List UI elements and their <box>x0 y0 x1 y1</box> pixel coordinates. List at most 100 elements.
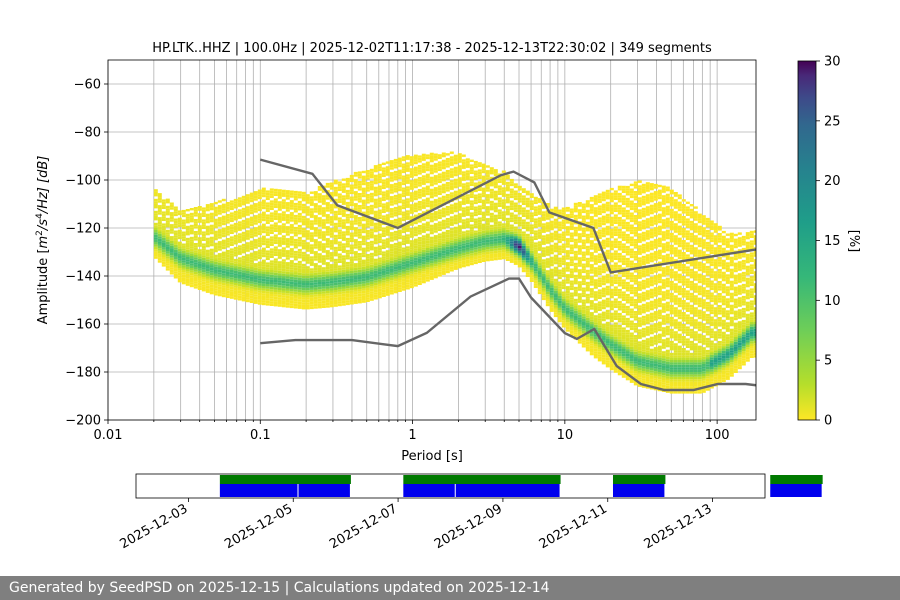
heatmap-cell <box>537 207 542 211</box>
heatmap-cell <box>577 322 582 325</box>
heatmap-cell <box>481 199 486 202</box>
heatmap-cell <box>489 227 494 230</box>
heatmap-cell <box>385 219 390 222</box>
heatmap-cell <box>589 247 594 250</box>
heatmap-cell <box>437 223 442 227</box>
heatmap-cell <box>357 176 362 179</box>
heatmap-cell <box>605 360 610 363</box>
heatmap-cell <box>405 174 410 177</box>
heatmap-cell <box>445 206 450 209</box>
heatmap-cell <box>517 238 522 241</box>
heatmap-cell <box>593 245 598 248</box>
heatmap-cell <box>281 268 286 272</box>
heatmap-cell <box>401 281 406 284</box>
heatmap-cell <box>557 312 562 316</box>
heatmap-cell <box>213 288 218 291</box>
heatmap-cell <box>465 242 470 245</box>
heatmap-cell <box>253 239 258 242</box>
heatmap-cell <box>445 186 450 190</box>
heatmap-cell <box>445 172 450 175</box>
heatmap-cell <box>237 262 242 265</box>
heatmap-cell <box>177 229 182 232</box>
heatmap-cell <box>421 163 426 166</box>
heatmap-cell <box>621 236 626 239</box>
heatmap-cell <box>301 295 306 298</box>
heatmap-cell <box>197 225 202 228</box>
heatmap-cell <box>457 182 462 185</box>
heatmap-cell <box>465 165 470 168</box>
heatmap-cell <box>617 305 622 309</box>
heatmap-cell <box>361 182 366 186</box>
heatmap-cell <box>537 212 542 215</box>
heatmap-cell <box>365 246 370 250</box>
heatmap-cell <box>549 213 554 216</box>
heatmap-cell <box>333 189 338 192</box>
heatmap-cell <box>605 321 610 325</box>
heatmap-cell <box>413 265 418 268</box>
heatmap-cell <box>569 292 574 295</box>
heatmap-cell <box>269 248 274 251</box>
heatmap-cell <box>345 182 350 186</box>
heatmap-cell <box>317 193 322 196</box>
heatmap-cell <box>305 220 310 223</box>
heatmap-cell <box>529 267 534 270</box>
heatmap-cell <box>333 273 338 276</box>
heatmap-cell <box>309 292 314 295</box>
heatmap-cell <box>277 227 282 230</box>
heatmap-cell <box>505 258 510 261</box>
heatmap-cell <box>249 204 254 207</box>
heatmap-cell <box>401 269 406 272</box>
heatmap-cell <box>185 269 190 272</box>
heatmap-cell <box>209 270 214 273</box>
heatmap-cell <box>281 280 286 284</box>
heatmap-cell <box>297 299 302 302</box>
heatmap-cell <box>589 312 594 315</box>
heatmap-cell <box>573 301 578 304</box>
heatmap-cell <box>385 231 390 234</box>
heatmap-cell <box>337 236 342 239</box>
heatmap-cell <box>525 214 530 217</box>
heatmap-cell <box>177 275 182 278</box>
heatmap-cell <box>465 211 470 214</box>
heatmap-cell <box>297 215 302 218</box>
heatmap-cell <box>265 257 270 260</box>
heatmap-cell <box>417 263 422 266</box>
heatmap-cell <box>333 225 338 228</box>
heatmap-cell <box>365 194 370 197</box>
heatmap-cell <box>453 205 458 208</box>
heatmap-cell <box>497 211 502 215</box>
heatmap-cell <box>401 276 406 279</box>
heatmap-cell <box>505 213 510 216</box>
heatmap-cell <box>221 292 226 295</box>
heatmap-cell <box>261 293 266 296</box>
heatmap-cell <box>197 208 202 211</box>
heatmap-cell <box>201 265 206 268</box>
heatmap-cell <box>261 262 266 265</box>
heatmap-cell <box>437 255 442 258</box>
heatmap-cell <box>333 292 338 295</box>
heatmap-cell <box>429 277 434 280</box>
heatmap-cell <box>601 318 606 322</box>
heatmap-cell <box>385 233 390 236</box>
heatmap-cell <box>617 243 622 246</box>
heatmap-cell <box>493 217 498 220</box>
heatmap-cell <box>229 212 234 215</box>
heatmap-cell <box>361 271 366 274</box>
heatmap-cell <box>609 219 614 222</box>
heatmap-cell <box>545 301 550 304</box>
heatmap-cell <box>417 253 422 257</box>
heatmap-cell <box>153 203 158 206</box>
heatmap-cell <box>597 284 602 287</box>
heatmap-cell <box>597 296 602 299</box>
heatmap-cell <box>405 236 410 240</box>
heatmap-cell <box>233 254 238 257</box>
heatmap-cell <box>213 225 218 229</box>
heatmap-cell <box>457 158 462 161</box>
heatmap-cell <box>549 247 554 250</box>
heatmap-cell <box>465 249 470 252</box>
heatmap-cell <box>333 218 338 221</box>
heatmap-cell <box>381 234 386 237</box>
heatmap-cell <box>369 168 374 172</box>
heatmap-cell <box>581 234 586 238</box>
heatmap-cell <box>229 207 234 210</box>
